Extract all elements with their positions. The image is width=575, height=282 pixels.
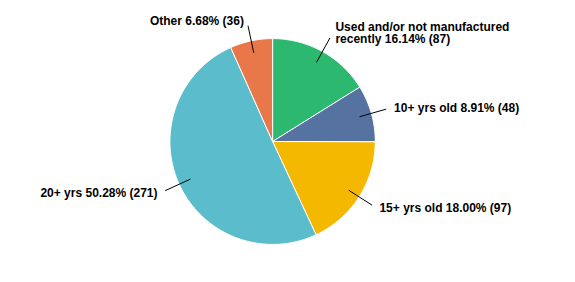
svg-text:Other 6.68% (36): Other 6.68% (36) — [150, 14, 244, 28]
svg-text:20+ yrs 50.28% (271): 20+ yrs 50.28% (271) — [40, 186, 157, 200]
svg-text:10+ yrs old 8.91% (48): 10+ yrs old 8.91% (48) — [394, 101, 519, 115]
svg-text:Used and/or not manufacturedre: Used and/or not manufacturedrecently 16.… — [335, 20, 509, 46]
svg-text:15+ yrs old 18.00% (97): 15+ yrs old 18.00% (97) — [379, 201, 511, 215]
